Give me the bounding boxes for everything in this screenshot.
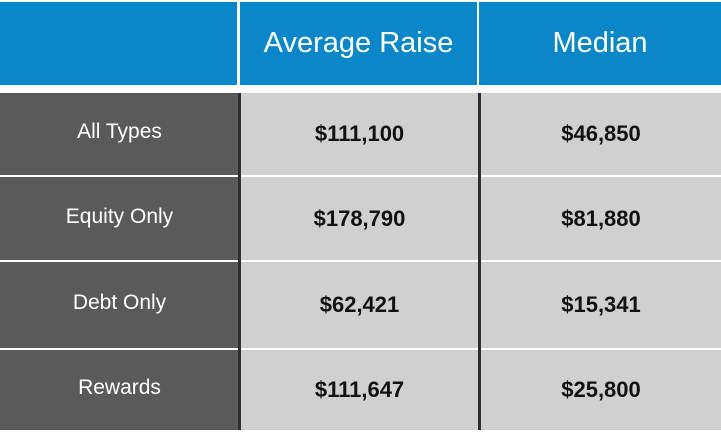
header-median: Median bbox=[479, 2, 721, 85]
median-value: $81,880 bbox=[481, 177, 721, 260]
table-row: Equity Only $178,790 $81,880 bbox=[0, 177, 721, 260]
median-value: $46,850 bbox=[481, 93, 721, 175]
row-label: Rewards bbox=[0, 350, 239, 430]
average-raise-value: $62,421 bbox=[241, 262, 478, 348]
table-row: All Types $111,100 $46,850 bbox=[0, 93, 721, 175]
column-separator bbox=[478, 93, 481, 430]
row-label: Debt Only bbox=[0, 262, 239, 348]
column-separator bbox=[238, 93, 241, 430]
row-label: Equity Only bbox=[0, 177, 239, 260]
table-row: Debt Only $62,421 $15,341 bbox=[0, 262, 721, 348]
table-row: Rewards $111,647 $25,800 bbox=[0, 350, 721, 430]
header-empty-cell bbox=[0, 2, 237, 85]
average-raise-value: $178,790 bbox=[241, 177, 478, 260]
average-raise-value: $111,647 bbox=[241, 350, 478, 430]
median-value: $15,341 bbox=[481, 262, 721, 348]
header-average-raise: Average Raise bbox=[240, 2, 477, 85]
header-row: Average Raise Median bbox=[0, 0, 721, 88]
average-raise-value: $111,100 bbox=[241, 93, 478, 175]
row-label: All Types bbox=[0, 93, 239, 175]
median-value: $25,800 bbox=[481, 350, 721, 430]
